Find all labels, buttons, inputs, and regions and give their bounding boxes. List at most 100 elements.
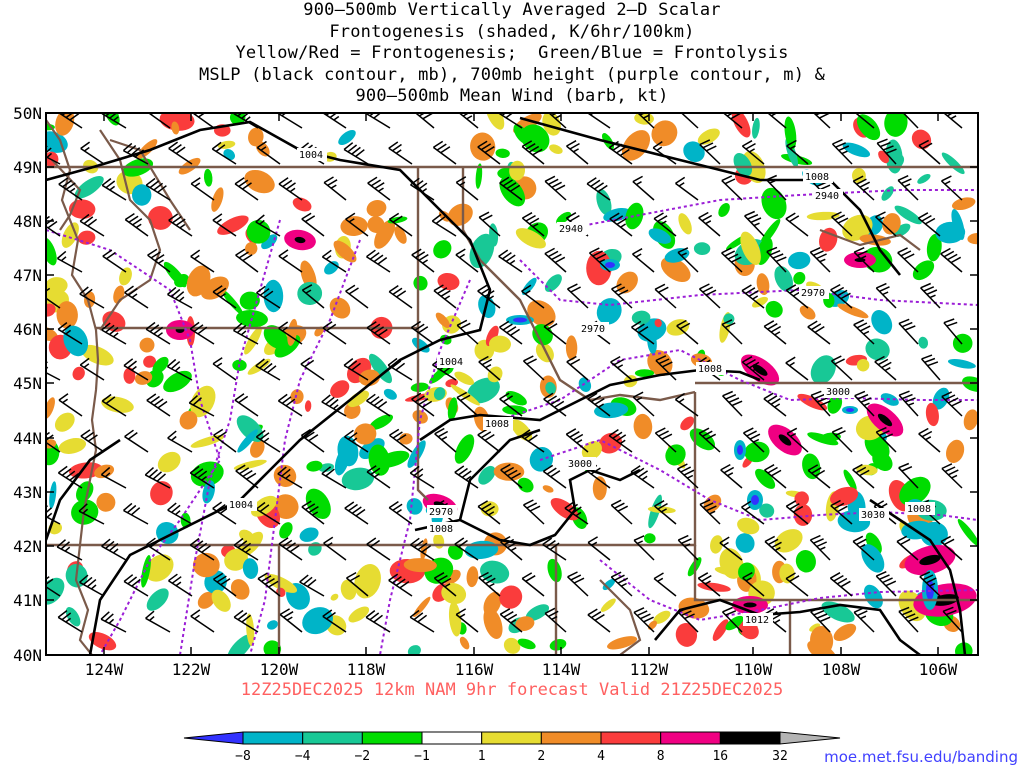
shading-patch [827,394,843,414]
svg-text:1012: 1012 [745,615,769,626]
shading-patch [941,152,965,175]
shading-patch [634,369,655,377]
wind-barb [941,463,963,489]
wind-barb [166,358,193,381]
shading-patch [159,113,195,131]
wind-barb [410,320,435,345]
shading-patch [664,248,690,263]
shading-patch [810,626,834,655]
colorbar-cell [540,731,602,745]
shading-patch [152,356,169,374]
colorbar-cell [719,731,781,745]
wind-barb [58,113,83,129]
wind-barb [764,464,787,489]
wind-barb [722,390,743,417]
height-label: 2970 [579,322,609,335]
wind-barb [676,319,699,345]
axis-ticks [46,112,978,656]
wind-barb [411,248,435,273]
colorbar-cell [302,731,363,745]
shading-patch [267,620,278,630]
lat-label: 41N [13,591,42,610]
wind-barb [721,319,743,345]
shading-patch [217,215,249,235]
shading-patch [735,533,755,553]
wind-barb [875,426,897,453]
lon-label: 122W [172,660,211,679]
lon-label: 118W [347,660,386,679]
wind-barb [146,537,171,561]
wind-barb [588,247,611,273]
wind-barb [676,463,699,489]
svg-text:1004: 1004 [299,150,323,161]
wind-barb [854,390,875,417]
wind-barb [122,142,149,165]
shading-patch [96,492,116,512]
wind-barb [898,606,919,633]
shading-patch [447,203,473,226]
shading-patch [466,566,479,588]
wind-barb [100,611,127,633]
shading-patch [556,211,572,225]
svg-text:3030: 3030 [861,510,885,521]
shading-patch [236,415,264,442]
wind-barb [830,499,853,525]
height-label: 2940 [557,222,587,235]
wind-barb [741,284,765,309]
wind-barb [810,606,831,633]
wind-barb [124,285,149,309]
colorbar-cell [779,731,841,745]
longitude-labels: 124W 122W 120W 118W 116W 114W 112W 110W … [85,660,958,679]
wind-barb [499,176,523,201]
lat-label: 49N [13,158,42,177]
wind-barb [543,320,567,345]
shading-patch [837,303,869,319]
wind-barb [610,499,633,525]
height-label: 3000 [566,457,596,470]
shading-patch [806,211,840,221]
shading-patch [429,364,451,384]
wind-barb [653,212,677,237]
wind-barb [455,248,479,273]
wind-barb [520,429,545,453]
wind-barb [675,176,699,201]
shading-patch [594,402,629,419]
shading-patch [899,476,931,506]
wind-barb [454,465,479,489]
wind-barb [322,321,347,345]
wind-barb [807,320,831,345]
wind-barb [587,608,611,633]
shading-patch [680,416,695,431]
colorbar-cell [242,731,304,745]
shading-patch [756,273,770,296]
wind-barb [410,177,435,201]
shading-patch [863,246,893,273]
shading-patch [946,439,965,464]
colorbar-tick-label: 32 [772,749,788,764]
wind-barb [898,318,919,345]
wind-barb [785,500,809,525]
wind-barb [410,537,435,561]
wind-barb [344,429,369,453]
wind-barb [80,141,105,165]
shading-patch [647,506,676,514]
shading-patch [334,447,350,476]
shading-patch [366,199,387,217]
shading-patch [809,623,821,632]
shading-patch [918,336,929,349]
wind-barb [542,464,567,489]
shading-patch [49,481,57,509]
svg-text:2970: 2970 [581,324,605,335]
shading-patch [654,318,662,328]
wind-barb [56,250,83,273]
shading-patch [450,384,480,406]
shading-patch [190,434,225,448]
wind-barb [279,608,303,633]
colorbar-tick-label: −1 [414,749,430,764]
shading-patch [248,127,264,147]
wind-barb [278,321,303,345]
wind-barb [852,463,875,489]
source-credit-link[interactable]: moe.met.fsu.edu/banding [824,748,1018,766]
shading-patch [947,359,976,369]
shading-patch [475,163,483,189]
